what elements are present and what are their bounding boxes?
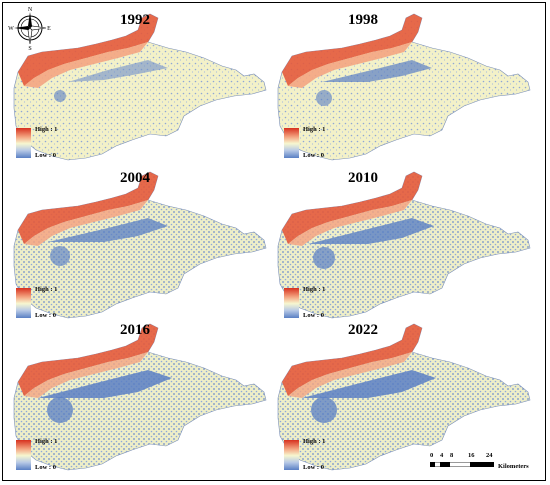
scale-tick-8: 8 [450, 452, 454, 459]
map-panel-2022: 2022 High : 1 Low : 0 [272, 318, 542, 476]
scale-tick-0: 0 [430, 452, 434, 459]
legend-color-ramp [16, 288, 31, 318]
legend-color-ramp [16, 440, 31, 470]
scale-tick-4: 4 [440, 452, 444, 459]
map-panel-1998: 1998 High : 1 Low : 0 [272, 8, 542, 166]
legend-high-label: High : 1 [303, 126, 326, 133]
year-label: 2004 [120, 170, 150, 186]
region-map [277, 13, 531, 161]
legend: High : 1 Low : 0 [284, 286, 346, 326]
legend: High : 1 Low : 0 [284, 126, 346, 166]
legend-color-ramp [284, 440, 299, 470]
legend-color-ramp [16, 128, 31, 158]
legend-high-label: High : 1 [35, 126, 58, 133]
compass-east-label: E [47, 26, 51, 32]
compass-west-label: W [8, 26, 14, 32]
map-panel-1992: 1992 High : 1 Low : 0 [8, 8, 278, 166]
legend-low-label: Low : 0 [35, 312, 56, 319]
legend: High : 1 Low : 0 [16, 286, 78, 326]
map-panel-2004: 2004 High : 1 Low : 0 [8, 166, 278, 324]
compass-north-label: N [28, 7, 33, 13]
compass-south-label: S [28, 46, 31, 50]
map-panel-2010: 2010 High : 1 Low : 0 [272, 166, 542, 324]
region-map [13, 171, 267, 319]
legend-high-label: High : 1 [35, 438, 58, 445]
scale-tick-16: 16 [468, 452, 475, 459]
legend-low-label: Low : 0 [303, 152, 324, 159]
legend-low-label: Low : 0 [303, 312, 324, 319]
map-panel-2016: 2016 High : 1 Low : 0 [8, 318, 278, 476]
region-map [277, 171, 531, 319]
legend-color-ramp [284, 128, 299, 158]
scale-unit-label: Kilometers [498, 463, 529, 470]
scale-bar-graphic [430, 462, 494, 467]
year-label: 1992 [120, 12, 150, 28]
legend-high-label: High : 1 [303, 438, 326, 445]
legend: High : 1 Low : 0 [284, 438, 346, 478]
year-label: 1998 [348, 12, 378, 28]
year-label: 2022 [348, 322, 378, 338]
legend: High : 1 Low : 0 [16, 438, 78, 478]
legend-low-label: Low : 0 [303, 464, 324, 471]
legend-high-label: High : 1 [35, 286, 58, 293]
legend-color-ramp [284, 288, 299, 318]
legend-low-label: Low : 0 [35, 464, 56, 471]
legend-low-label: Low : 0 [35, 152, 56, 159]
region-map [13, 323, 267, 471]
region-map [13, 13, 267, 161]
region-map [277, 323, 531, 471]
scale-bar: 0 4 8 16 24 Kilometers [428, 452, 540, 474]
year-label: 2010 [348, 170, 378, 186]
scale-tick-24: 24 [486, 452, 493, 459]
year-label: 2016 [120, 322, 150, 338]
legend-high-label: High : 1 [303, 286, 326, 293]
legend: High : 1 Low : 0 [16, 126, 78, 166]
compass-rose-icon: N S E W [8, 7, 51, 50]
